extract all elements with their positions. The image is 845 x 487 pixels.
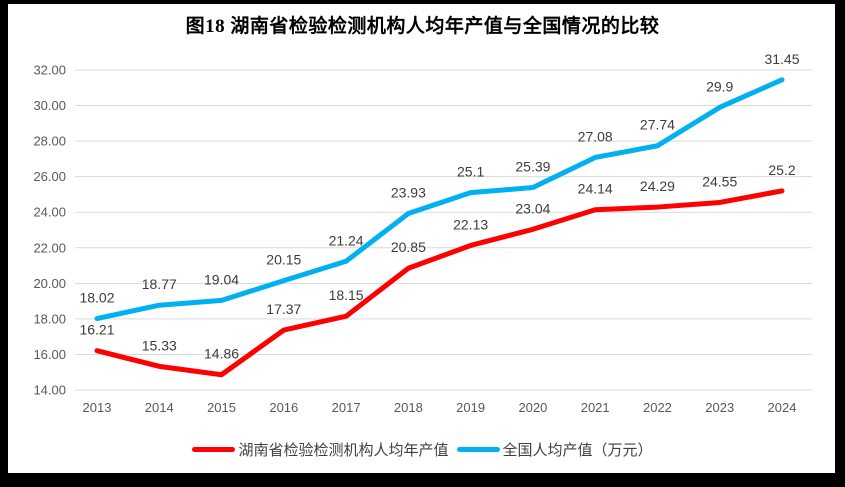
x-axis-tick-label: 2015 — [207, 400, 236, 415]
data-label-hunan: 23.04 — [515, 200, 550, 216]
legend-label-hunan: 湖南省检验检测机构人均年产值 — [238, 441, 449, 459]
series-line-national[interactable] — [94, 77, 785, 322]
data-label-hunan: 25.2 — [768, 162, 795, 178]
legend-label-national: 全国人均产值（万元） — [502, 441, 653, 459]
x-axis-tick-label: 2023 — [705, 400, 734, 415]
data-label-national: 27.74 — [640, 117, 675, 133]
data-label-hunan: 15.33 — [142, 337, 177, 353]
y-axis-tick-label: 32.00 — [33, 63, 66, 78]
data-label-national: 31.45 — [764, 51, 799, 67]
data-label-hunan: 22.13 — [453, 216, 488, 232]
data-label-hunan: 18.15 — [329, 287, 364, 303]
x-axis-tick-label: 2022 — [643, 400, 672, 415]
y-axis-tick-label: 28.00 — [33, 134, 66, 149]
x-axis-tick-label: 2018 — [394, 400, 423, 415]
data-label-national: 21.24 — [329, 232, 364, 248]
data-label-hunan: 24.14 — [578, 181, 613, 197]
x-axis-tick-label: 2024 — [768, 400, 797, 415]
data-label-national: 20.15 — [266, 252, 301, 268]
y-axis-tick-label: 24.00 — [33, 205, 66, 220]
data-label-hunan: 20.85 — [391, 239, 426, 255]
legend-red-line-swatch — [192, 446, 236, 452]
data-label-national: 29.9 — [706, 78, 733, 94]
data-label-national: 18.77 — [142, 276, 177, 292]
x-axis-tick-label: 2014 — [145, 400, 174, 415]
data-label-national: 23.93 — [391, 184, 426, 200]
data-label-hunan: 24.29 — [640, 178, 675, 194]
x-axis-tick-label: 2016 — [269, 400, 298, 415]
data-label-national: 27.08 — [578, 128, 613, 144]
series-line-hunan[interactable] — [94, 188, 785, 378]
x-axis-tick-label: 2013 — [83, 400, 112, 415]
data-label-hunan: 24.55 — [702, 173, 737, 189]
data-label-national: 19.04 — [204, 271, 239, 287]
data-label-hunan: 14.86 — [204, 346, 239, 362]
y-axis-tick-label: 20.00 — [33, 276, 66, 291]
x-axis-tick-label: 2017 — [332, 400, 361, 415]
y-axis-tick-label: 26.00 — [33, 169, 66, 184]
x-axis-tick-label: 2020 — [518, 400, 547, 415]
chart-canvas — [8, 4, 835, 473]
data-label-national: 18.02 — [79, 290, 114, 306]
chart-legend: 湖南省检验检测机构人均年产值 全国人均产值（万元） — [0, 439, 845, 460]
legend-item-hunan[interactable]: 湖南省检验检测机构人均年产值 — [192, 439, 449, 460]
y-axis-tick-label: 14.00 — [33, 383, 66, 398]
y-axis-tick-label: 22.00 — [33, 240, 66, 255]
x-axis-tick-label: 2021 — [581, 400, 610, 415]
data-label-national: 25.39 — [515, 159, 550, 175]
legend-blue-line-swatch — [456, 446, 500, 452]
data-label-national: 25.1 — [457, 164, 484, 180]
y-axis-tick-label: 30.00 — [33, 98, 66, 113]
y-axis-tick-label: 18.00 — [33, 311, 66, 326]
x-axis-tick-label: 2019 — [456, 400, 485, 415]
data-label-hunan: 16.21 — [79, 322, 114, 338]
data-label-hunan: 17.37 — [266, 301, 301, 317]
chart-title: 图18 湖南省检验检测机构人均年产值与全国情况的比较 — [185, 16, 660, 37]
y-axis-tick-label: 16.00 — [33, 347, 66, 362]
legend-item-national[interactable]: 全国人均产值（万元） — [456, 439, 653, 460]
